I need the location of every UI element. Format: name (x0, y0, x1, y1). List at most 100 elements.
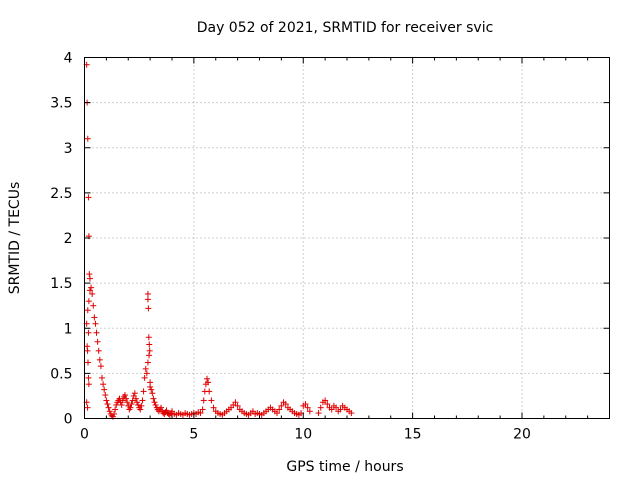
data-point (99, 374, 105, 381)
data-point (148, 386, 155, 393)
data-point (102, 392, 109, 399)
data-point (304, 404, 311, 411)
data-point (97, 363, 104, 370)
data-point (86, 287, 93, 294)
data-point (163, 407, 170, 414)
data-point (88, 284, 95, 291)
y-tick-label: 0 (64, 412, 73, 428)
data-point (234, 402, 241, 409)
data-point (210, 404, 217, 411)
axis-ticks (84, 57, 610, 419)
data-point (128, 401, 135, 408)
data-point (206, 388, 213, 395)
x-tick-label: 15 (404, 427, 422, 443)
data-point (101, 386, 108, 393)
data-point (137, 406, 144, 413)
x-tick-label: 20 (513, 427, 531, 443)
data-point (104, 401, 111, 408)
data-point (145, 334, 152, 341)
y-tick-label: 3.5 (50, 96, 72, 112)
data-point (282, 401, 289, 408)
y-tick-label: 0.5 (50, 366, 72, 382)
x-axis-label: GPS time / hours (286, 459, 403, 475)
data-point (144, 290, 151, 297)
data-point (85, 298, 92, 305)
data-points (83, 61, 355, 420)
data-point (86, 275, 93, 282)
data-point (144, 359, 151, 366)
plot-frame (84, 57, 610, 419)
data-point (121, 392, 128, 399)
data-point (199, 406, 206, 413)
data-point (105, 404, 112, 411)
y-tick-label: 4 (64, 51, 73, 67)
data-point (111, 410, 118, 417)
data-point (324, 401, 331, 408)
data-point (158, 404, 165, 411)
data-point (132, 395, 139, 402)
data-point (278, 402, 285, 409)
data-point (208, 397, 215, 404)
data-point (146, 347, 153, 354)
y-tick-label: 2.5 (50, 186, 72, 202)
data-point (135, 401, 142, 408)
data-point (315, 410, 322, 417)
data-point (328, 406, 335, 413)
data-point (86, 271, 93, 278)
y-tick-label: 1 (64, 321, 73, 337)
data-point (138, 402, 145, 409)
data-point (140, 388, 147, 395)
data-point (131, 390, 138, 397)
data-point (95, 347, 102, 354)
x-tick-label: 0 (80, 427, 89, 443)
data-point (93, 329, 100, 336)
data-point (141, 374, 148, 381)
chart-title: Day 052 of 2021, SRMTID for receiver svi… (197, 20, 494, 36)
data-point (94, 338, 101, 345)
data-point (100, 381, 107, 388)
y-tick-label: 3 (64, 141, 73, 157)
data-point (348, 410, 355, 417)
data-point (276, 406, 283, 413)
data-point (85, 329, 92, 336)
data-point (333, 404, 340, 411)
data-point (205, 379, 212, 386)
data-point (113, 401, 120, 408)
data-point (84, 347, 91, 354)
y-tick-label: 1.5 (50, 276, 72, 292)
data-point (123, 395, 130, 402)
data-point (146, 341, 153, 348)
x-tick-labels: 0 5 10 15 20 (80, 427, 531, 443)
data-point (127, 404, 134, 411)
data-point (145, 305, 152, 312)
data-point (96, 356, 103, 363)
data-point (119, 397, 126, 404)
data-point (124, 399, 131, 406)
data-point (151, 399, 158, 406)
x-tick-label: 5 (189, 427, 198, 443)
data-point (146, 352, 153, 359)
data-point (85, 381, 92, 388)
data-point (143, 370, 150, 377)
data-point (152, 401, 159, 408)
data-point (147, 383, 154, 390)
data-point (322, 397, 329, 404)
data-point (85, 374, 92, 381)
data-point (129, 397, 136, 404)
data-point (85, 194, 92, 201)
data-point (274, 410, 280, 417)
data-point (84, 307, 91, 314)
data-point (90, 302, 97, 309)
data-point (106, 408, 113, 415)
data-point (150, 395, 157, 402)
data-point (89, 290, 96, 297)
data-point (337, 406, 344, 413)
data-point (85, 359, 91, 366)
data-point (306, 408, 313, 415)
data-point (317, 404, 324, 411)
data-point (112, 406, 119, 413)
data-point (197, 410, 204, 417)
data-point (92, 320, 99, 327)
data-point (116, 395, 123, 402)
